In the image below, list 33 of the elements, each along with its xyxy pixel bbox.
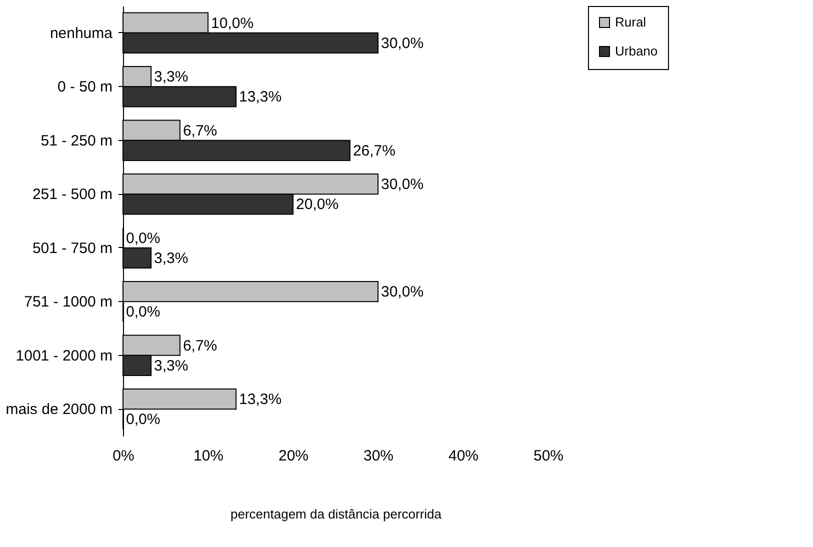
data-label: 3,3% (154, 250, 188, 267)
data-label: 10,0% (211, 14, 254, 32)
data-label: 30,0% (381, 284, 424, 301)
data-label: 0,0% (126, 411, 160, 428)
data-label: 6,7% (182, 122, 218, 140)
y-tick-label: 751 - 1000 m (24, 294, 112, 311)
data-label: 13,3% (239, 88, 282, 106)
data-label: 26,7% (352, 142, 396, 160)
y-tick-label: 1001 - 2000 m (16, 347, 112, 364)
data-label: 30,0% (381, 176, 424, 194)
data-label: 6,7% (182, 337, 218, 354)
data-label: 3,3% (154, 68, 188, 86)
x-tick-label: 20% (278, 448, 309, 464)
y-tick-label: nenhuma (50, 24, 114, 42)
x-tick-label: 0% (112, 448, 134, 464)
legend-label: Urbano (615, 44, 658, 58)
x-tick-label: 50% (533, 448, 564, 464)
x-axis-title: percentagem da distância percorrida (230, 506, 442, 522)
y-tick-label: 0 - 50 m (57, 78, 112, 96)
data-label: 0,0% (126, 230, 160, 247)
legend-label: Rural (615, 14, 646, 30)
x-tick-label: 30% (363, 448, 394, 464)
data-label: 13,3% (239, 391, 282, 408)
y-tick-label: mais de 2000 m (6, 401, 112, 418)
data-label: 0,0% (126, 304, 160, 321)
data-label: 3,3% (154, 357, 188, 374)
x-tick-label: 40% (448, 448, 479, 464)
data-label: 20,0% (296, 196, 339, 214)
x-tick-label: 10% (193, 448, 224, 464)
y-tick-label: 51 - 250 m (40, 132, 112, 150)
data-label: 30,0% (381, 34, 424, 52)
y-tick-label: 501 - 750 m (32, 240, 112, 257)
y-tick-label: 251 - 500 m (32, 186, 112, 204)
